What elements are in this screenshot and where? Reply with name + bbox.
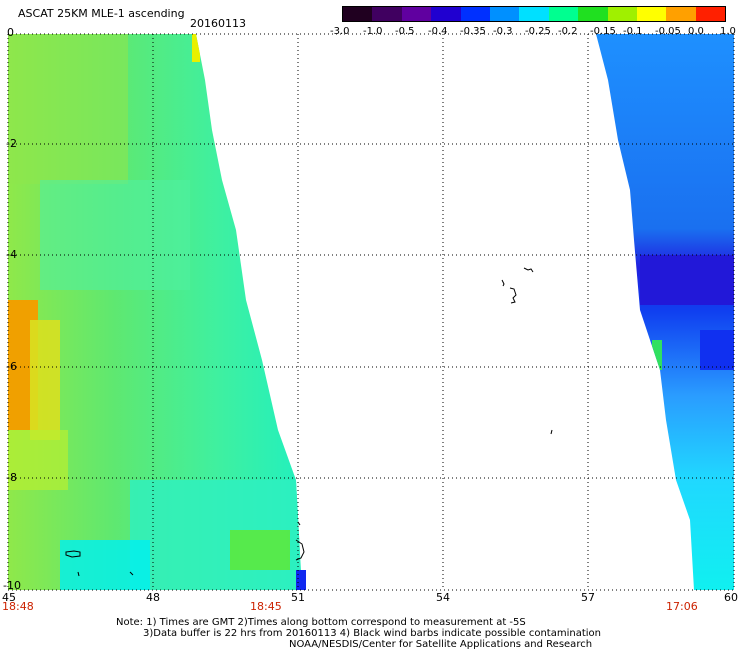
colorbar-segment (343, 7, 373, 21)
lon-label-54: 54 (436, 591, 450, 604)
colorbar-label: -0.2 (558, 26, 578, 37)
pass-time-right: 17:06 (666, 600, 698, 613)
colorbar-label: -0.35 (460, 26, 486, 37)
colorbar-label: 0.0 (688, 26, 704, 37)
colorbar-segment (460, 7, 490, 21)
note-line-3: NOAA/NESDIS/Center for Satellite Applica… (289, 639, 593, 650)
colorbar-label: -1.0 (363, 26, 383, 37)
colorbar-segment (578, 7, 608, 21)
blue-data-strip (296, 570, 306, 590)
colorbar-segment (519, 7, 549, 21)
colorbar-segment (548, 7, 579, 21)
colorbar-label: -0.15 (590, 26, 616, 37)
colorbar-label: 1.0 (720, 26, 736, 37)
colorbar-label: -0.3 (493, 26, 513, 37)
note-line-2: 3)Data buffer is 22 hrs from 20160113 4)… (143, 628, 601, 639)
lon-label-60: 60 (724, 591, 738, 604)
colorbar-labels: -3.0 -1.0 -0.5 -0.4 -0.35 -0.3 -0.25 -0.2 -0.15-… (330, 26, 736, 38)
pass-time-left: 18:48 (2, 600, 34, 613)
pass-time-middle: 18:45 (250, 600, 282, 613)
lon-label-51: 51 (291, 591, 305, 604)
header-date: 20160113 (190, 17, 246, 30)
header-title: ASCAT 25KM MLE-1 ascending (18, 7, 185, 20)
colorbar (342, 6, 726, 22)
lat-label-2: -2 (6, 137, 17, 150)
colorbar-segment (401, 7, 432, 21)
colorbar-segment (695, 7, 726, 21)
colorbar-label: -0.25 (525, 26, 551, 37)
lon-label-48: 48 (146, 591, 160, 604)
lat-label-10: -10 (3, 579, 21, 592)
colorbar-label: -3.0 (330, 26, 350, 37)
colorbar-segment (607, 7, 637, 21)
lon-label-57: 57 (581, 591, 595, 604)
colorbar-label: -0.05 (655, 26, 681, 37)
colorbar-label: -0.4 (428, 26, 448, 37)
colorbar-segment (636, 7, 667, 21)
lat-label-8: -8 (6, 471, 17, 484)
colorbar-label: -0.1 (623, 26, 643, 37)
note-line-1: Note: 1) Times are GMT 2)Times along bot… (116, 617, 526, 628)
right-swath (596, 34, 734, 590)
lat-label-6: -6 (6, 360, 17, 373)
colorbar-segment (372, 7, 402, 21)
grid-lines (7, 33, 735, 591)
colorbar-segment (431, 7, 461, 21)
left-swath (8, 34, 302, 590)
colorbar-segment (666, 7, 696, 21)
lat-label-0: 0 (7, 26, 14, 39)
coastlines (65, 267, 553, 577)
lat-label-4: -4 (6, 248, 17, 261)
colorbar-label: -0.5 (395, 26, 415, 37)
lon-label-45: 45 (2, 591, 16, 604)
colorbar-segment (489, 7, 520, 21)
